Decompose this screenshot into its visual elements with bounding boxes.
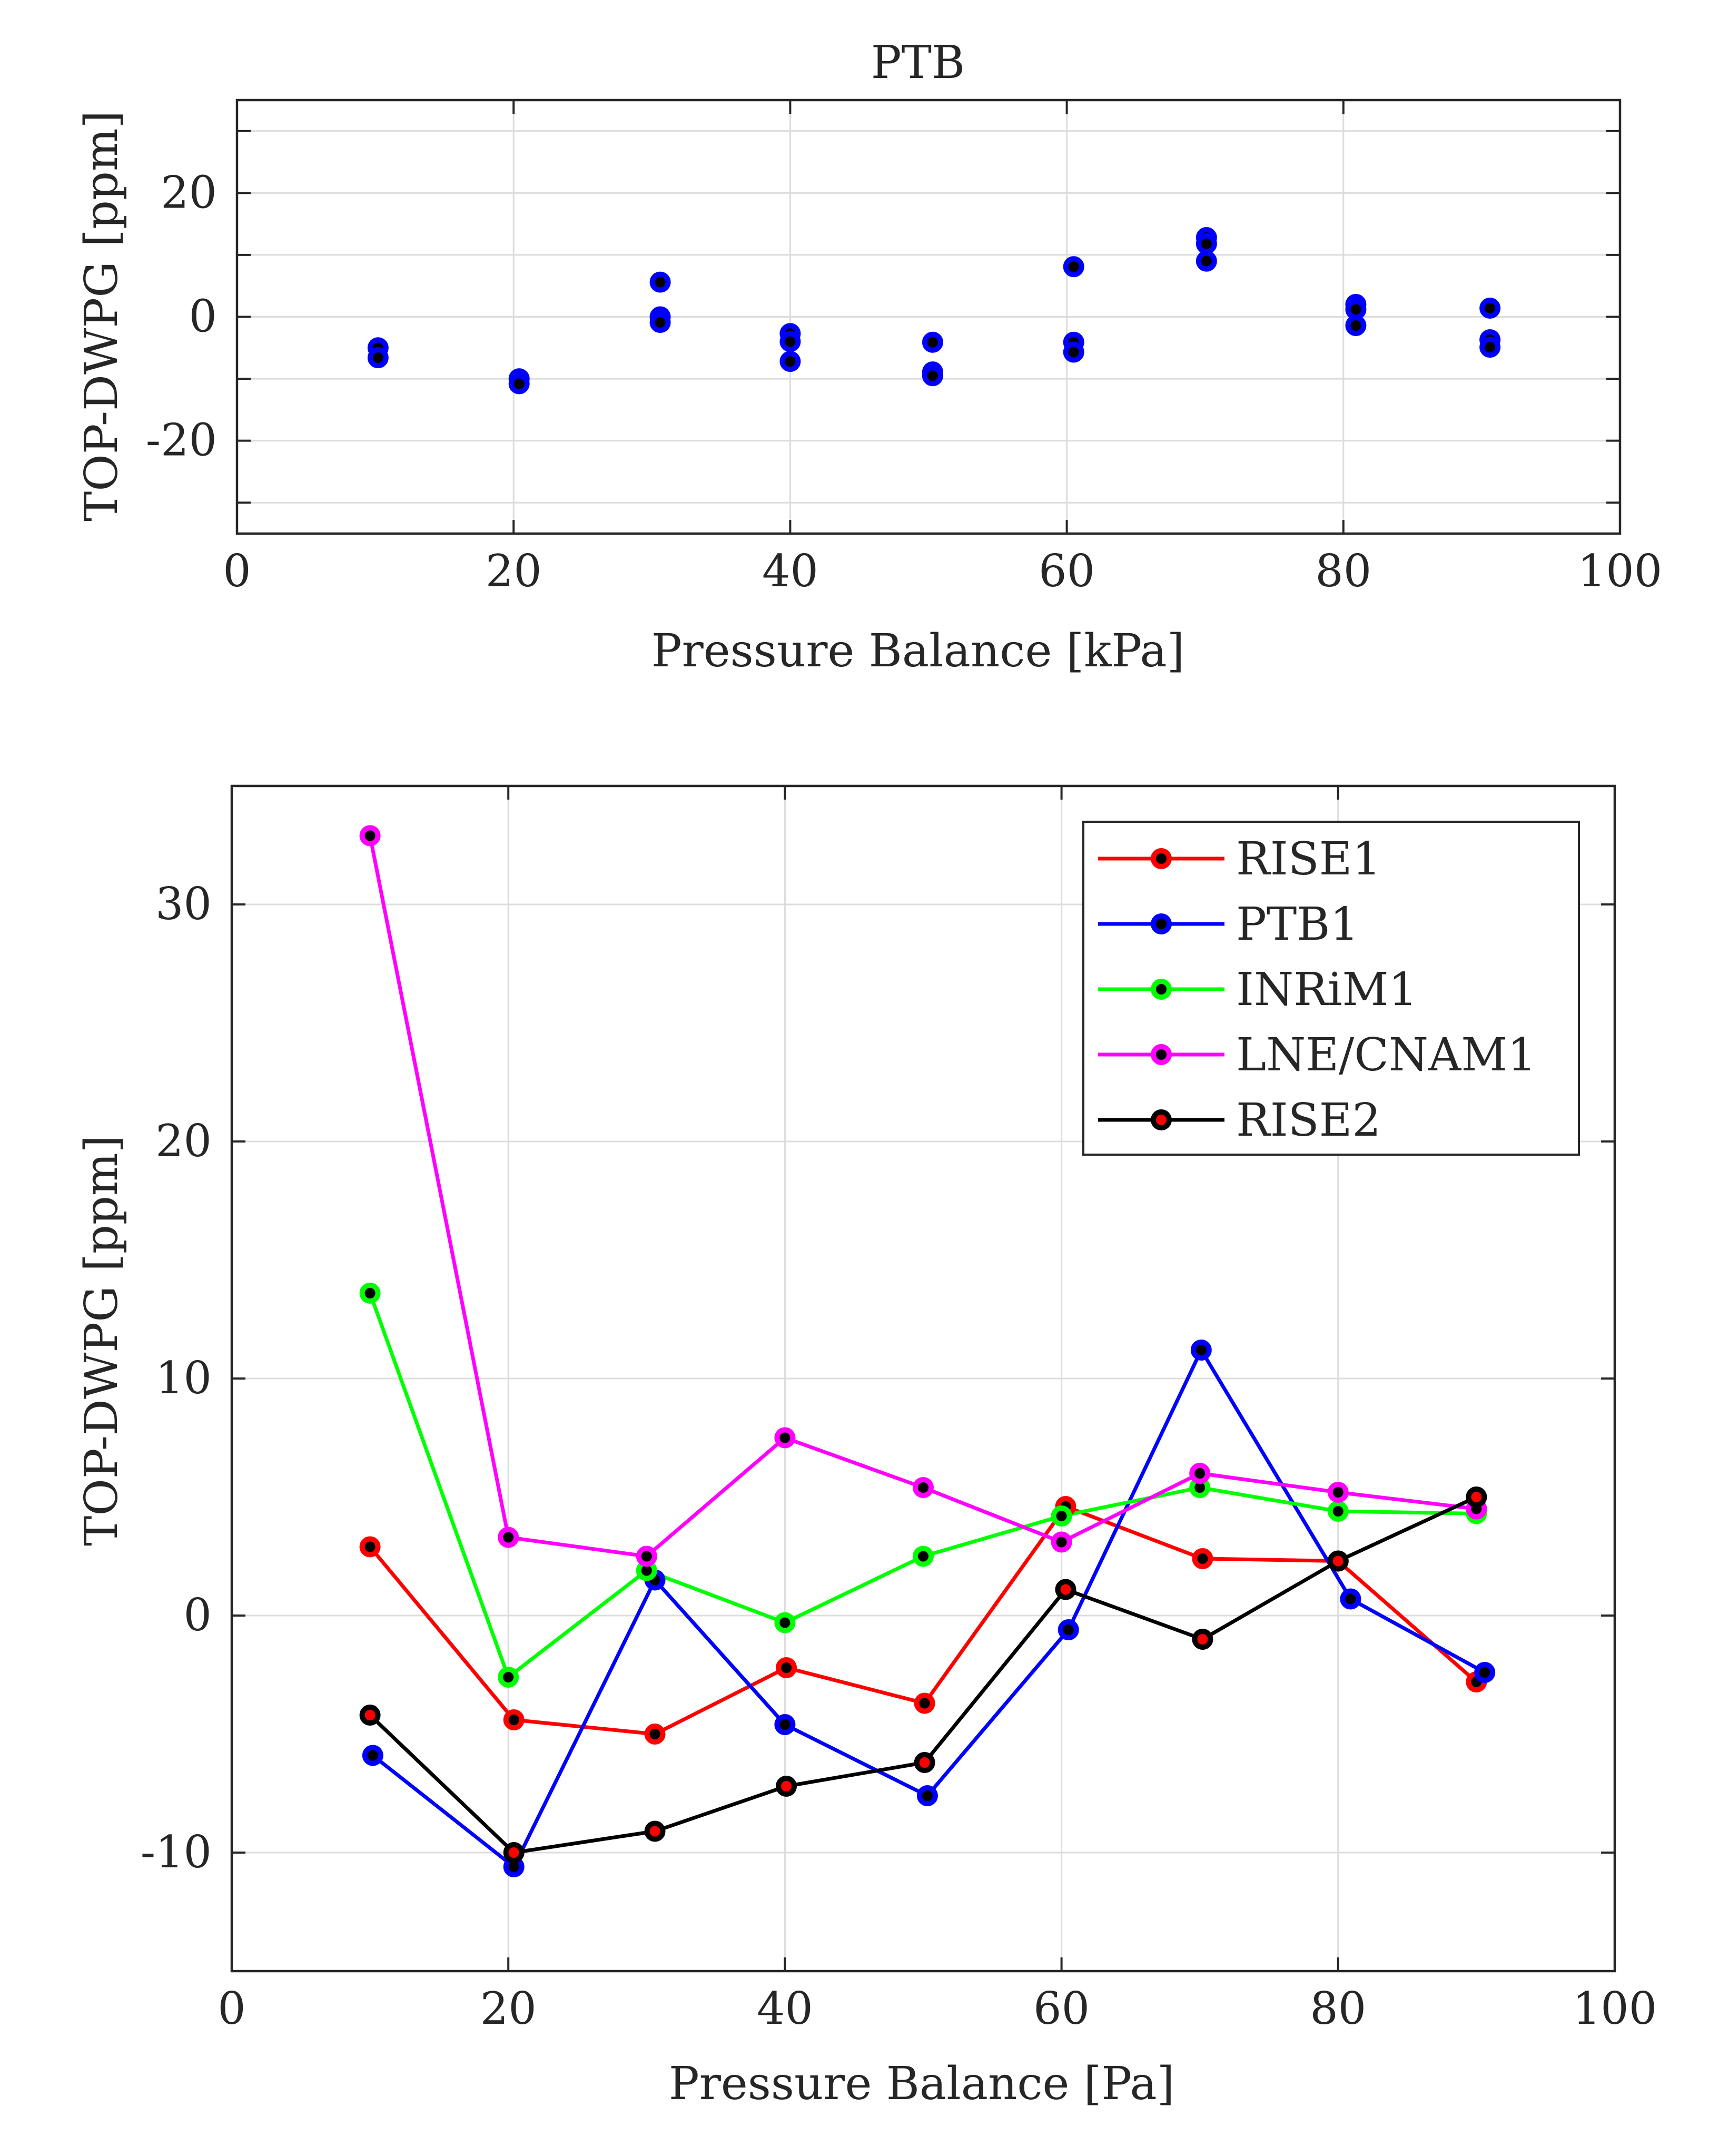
data-point [636, 1545, 657, 1567]
data-point [779, 331, 801, 352]
x-tick-label: 0 [223, 545, 251, 597]
x-tick-label: 20 [480, 1983, 537, 2034]
x-axis-label: Pressure Balance [kPa] [651, 625, 1184, 677]
data-point [503, 1842, 525, 1863]
data-point [1051, 1531, 1072, 1553]
x-tick-label: 20 [486, 545, 542, 597]
data-point [1151, 979, 1172, 1000]
y-tick-label: 0 [184, 1589, 212, 1641]
data-point [1327, 1550, 1349, 1572]
data-point [1196, 233, 1217, 254]
data-point [1151, 848, 1172, 869]
data-point [1196, 250, 1217, 272]
data-point [914, 1752, 935, 1773]
data-point [1345, 314, 1367, 336]
data-point [774, 1427, 796, 1449]
y-tick-label: 20 [161, 166, 217, 218]
x-tick-label: 80 [1315, 545, 1371, 597]
data-point [359, 1536, 381, 1558]
legend-label: INRiM1 [1236, 963, 1417, 1016]
x-tick-label: 40 [757, 1983, 813, 2034]
data-point [776, 1776, 797, 1797]
x-tick-label: 60 [1039, 545, 1095, 597]
y-tick-label: 30 [155, 878, 212, 930]
data-point [779, 351, 801, 372]
data-point [367, 347, 389, 369]
y-axis-label: TOP-DWPG [ppm] [75, 1135, 128, 1546]
y-tick-label: 20 [155, 1115, 212, 1167]
legend-label: RISE1 [1236, 833, 1381, 885]
data-point [649, 271, 671, 293]
x-tick-label: 60 [1033, 1983, 1090, 2034]
data-point [1192, 1548, 1213, 1569]
data-point [913, 1477, 934, 1498]
data-point [1479, 298, 1501, 319]
data-point [359, 825, 381, 846]
data-point [1051, 1505, 1072, 1527]
axes-frame [235, 99, 1622, 535]
data-point [774, 1714, 796, 1735]
data-point [774, 1612, 796, 1633]
ptb-scatter-chart: PTB Pressure Balance [kPa] TOP-DWPG [ppm… [75, 36, 1662, 677]
data-point [1327, 1482, 1349, 1503]
x-tick-label: 40 [762, 545, 818, 597]
data-point [1479, 337, 1501, 358]
data-point [1192, 1629, 1213, 1650]
data-point [1345, 299, 1367, 320]
data-point [1327, 1501, 1349, 1522]
data-point [922, 365, 943, 387]
data-point [1466, 1486, 1487, 1508]
data-point [1055, 1579, 1076, 1600]
y-tick-label: 0 [189, 291, 217, 342]
y-tick-label: -10 [141, 1826, 212, 1878]
legend-label: RISE2 [1236, 1094, 1381, 1147]
x-tick-label: 80 [1310, 1983, 1366, 2034]
data-point [503, 1709, 525, 1730]
data-point [359, 1705, 381, 1726]
x-tick-label: 100 [1573, 1983, 1657, 2034]
data-point [776, 1657, 797, 1678]
data-point [644, 1724, 666, 1745]
chart-title: PTB [871, 36, 965, 89]
data-point [1063, 341, 1084, 363]
data-point [916, 1785, 938, 1806]
data-point [1151, 1109, 1172, 1130]
data-point [649, 312, 671, 333]
data-point [1058, 1619, 1079, 1640]
y-tick-label: -20 [146, 415, 217, 466]
data-point [1340, 1588, 1361, 1610]
data-point [498, 1667, 519, 1688]
data-point [914, 1692, 935, 1714]
data-point [1474, 1662, 1496, 1683]
y-tick-label: 10 [155, 1352, 212, 1404]
data-point [508, 373, 530, 395]
axes-frame [230, 784, 1616, 1973]
x-tick-label: 100 [1578, 545, 1662, 597]
data-point [1190, 1340, 1212, 1361]
data-point [1151, 913, 1172, 934]
legend-label: PTB1 [1236, 898, 1359, 951]
legend-label: LNE/CNAM1 [1236, 1029, 1536, 1081]
x-tick-label: 0 [218, 1983, 245, 2034]
data-point [362, 1745, 383, 1766]
data-point [1151, 1044, 1172, 1065]
data-point [1063, 256, 1084, 278]
data-point [644, 1820, 666, 1842]
y-axis-label: TOP-DWPG [ppm] [75, 111, 128, 521]
data-point [498, 1527, 519, 1548]
data-point [359, 1283, 381, 1304]
data-point [913, 1545, 934, 1567]
x-axis-label: Pressure Balance [Pa] [669, 2057, 1174, 2110]
comparison-line-chart: Pressure Balance [Pa] TOP-DWPG [ppm] 0 20… [75, 784, 1657, 2110]
data-point [922, 331, 943, 353]
data-point [1189, 1463, 1211, 1484]
